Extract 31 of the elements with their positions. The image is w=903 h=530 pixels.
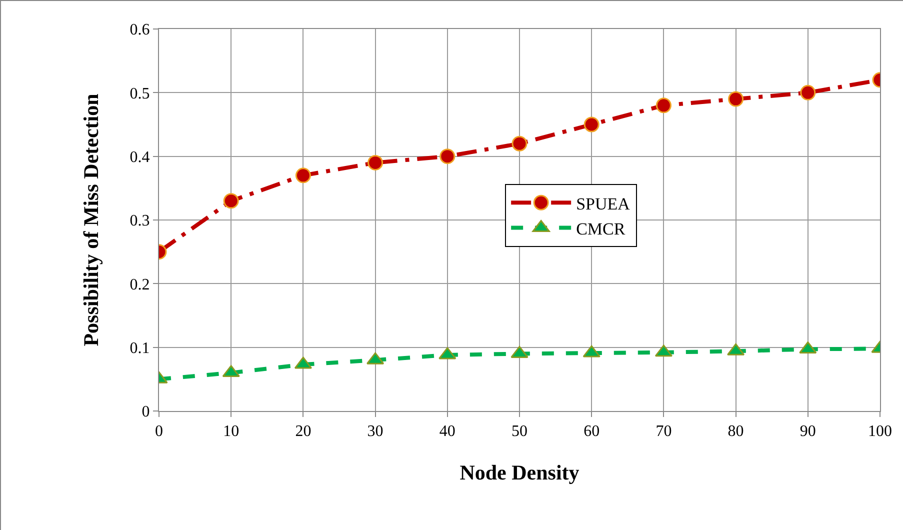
- x-tick-label: 30: [367, 423, 384, 440]
- x-tick-label: 0: [155, 423, 163, 440]
- point: [512, 136, 528, 152]
- x-tick-label: 20: [295, 423, 312, 440]
- x-tick-label: 50: [512, 423, 528, 440]
- y-tick-label: 0.2: [130, 276, 150, 294]
- x-axis-title: Node Density: [460, 460, 580, 484]
- x-tick-label: 60: [584, 423, 600, 440]
- point: [584, 116, 600, 132]
- y-tick-label: 0.1: [130, 340, 150, 357]
- x-tick-label: 80: [728, 423, 744, 440]
- x-tick-label: 40: [439, 423, 456, 440]
- point: [656, 98, 672, 114]
- y-tick-label: 0.6: [130, 22, 150, 39]
- point: [295, 168, 311, 184]
- x-tick-label: 10: [223, 423, 240, 440]
- x-tick-label: 90: [800, 423, 816, 440]
- point: [223, 193, 239, 209]
- legend-label: CMCR: [576, 219, 626, 238]
- y-tick-label: 0.3: [130, 212, 150, 230]
- y-axis-title: Possibility of Miss Detection: [78, 93, 103, 346]
- point: [800, 84, 816, 100]
- point: [440, 148, 456, 164]
- y-tick-label: 0: [142, 404, 150, 421]
- y-tick-label: 0.5: [130, 85, 150, 102]
- x-tick-label: 100: [868, 423, 892, 440]
- point: [368, 154, 384, 170]
- legend-label: SPUEA: [576, 194, 631, 214]
- x-tick-label: 70: [656, 423, 672, 440]
- y-tick-label: 0.4: [130, 148, 150, 166]
- point: [728, 91, 744, 107]
